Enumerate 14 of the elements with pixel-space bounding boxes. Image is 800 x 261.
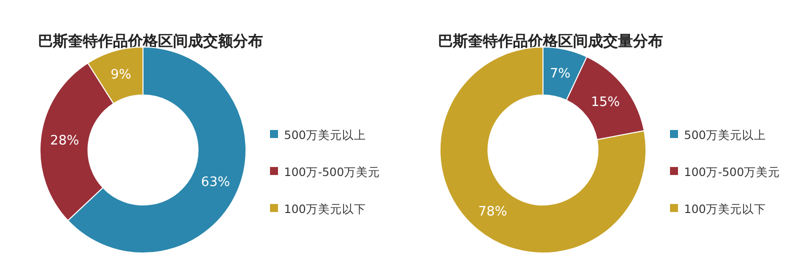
legend-label: 100万美元以下 [684, 202, 766, 216]
legend-label: 100万-500万美元 [284, 165, 380, 180]
data-label: 15% [590, 95, 620, 110]
chart-title: 巴斯奎特作品价格区间成交量分布 [438, 32, 663, 50]
legend-label: 100万-500万美元 [684, 165, 780, 180]
data-label: 28% [50, 134, 80, 149]
data-label: 7% [550, 66, 571, 82]
legend-label: 500万美元以上 [284, 128, 366, 142]
data-label: 9% [110, 68, 132, 83]
legend-label: 100万美元以下 [284, 202, 366, 216]
data-label: 63% [201, 174, 230, 190]
legend-label: 500万美元以上 [684, 128, 766, 142]
data-label: 78% [478, 204, 508, 220]
chart-title: 巴斯奎特作品价格区间成交额分布 [38, 32, 263, 50]
